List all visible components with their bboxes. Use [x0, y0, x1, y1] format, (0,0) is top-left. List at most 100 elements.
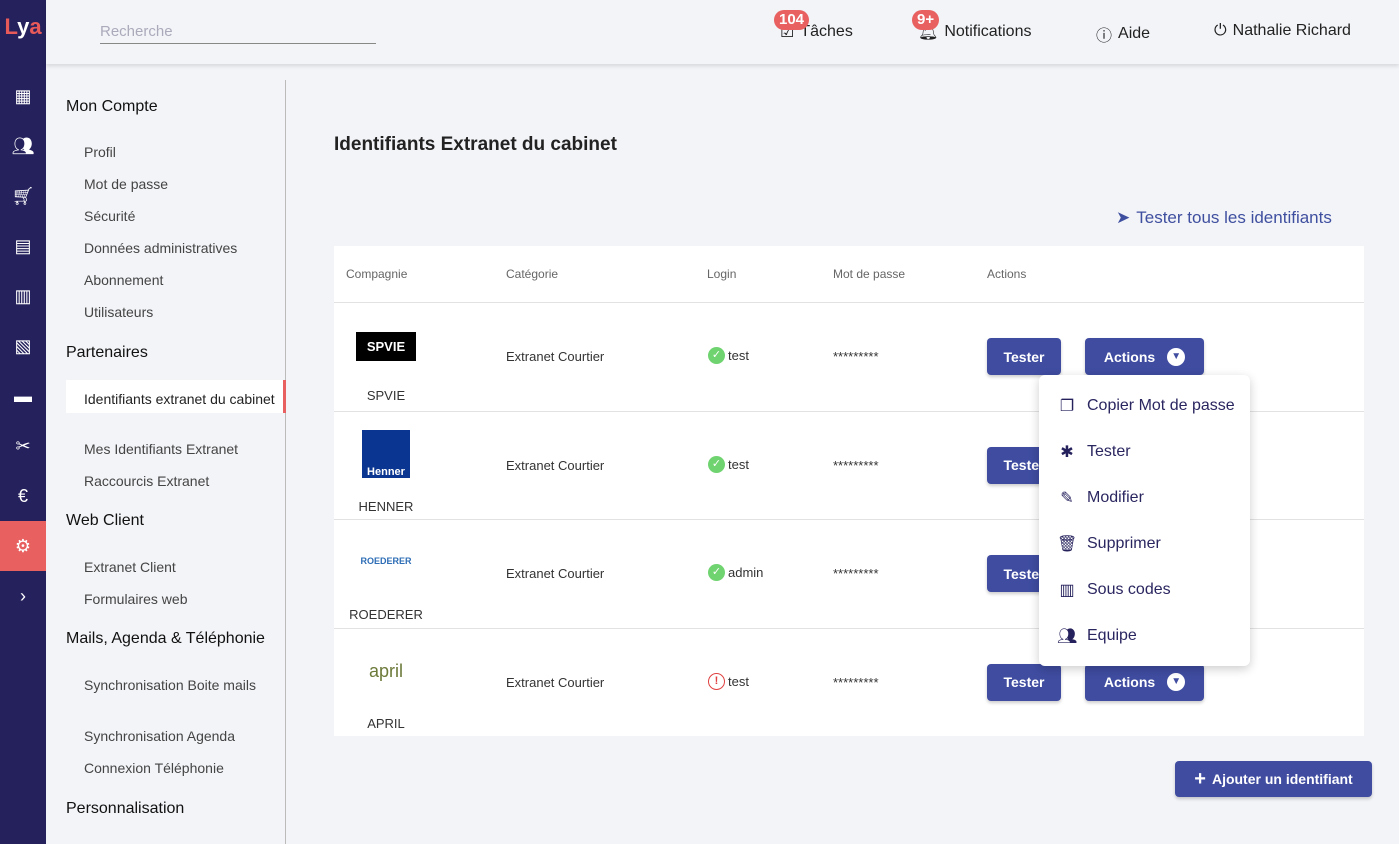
actions-dropdown-menu: ❐ Copier Mot de passe ✱ Tester ✎ Modifier 🗑︎ Su…	[1039, 375, 1250, 666]
chart-icon[interactable]: ▧	[14, 335, 32, 356]
sidebar-item[interactable]: Mot de passe	[84, 176, 169, 192]
bug-icon: ✱	[1060, 444, 1074, 461]
sidebar-item[interactable]: Synchronisation Boite mails	[84, 677, 256, 693]
company-name: HENNER	[358, 498, 414, 514]
copy-icon: ❐	[1059, 398, 1075, 415]
chat-icon[interactable]: ▬	[14, 385, 32, 406]
table-row: APRIL Extranet Courtier! test ********* Test…	[334, 627, 1364, 736]
euro-icon[interactable]: €	[17, 485, 28, 506]
notifications-badge: 9+	[912, 10, 940, 30]
chevron-down-icon: ▼	[1167, 673, 1186, 691]
user-name: Nathalie Richard	[1232, 22, 1351, 39]
category: Extranet Courtier	[506, 566, 605, 581]
column-header: Catégorie	[506, 267, 559, 281]
power-icon: ⏻	[1214, 22, 1227, 39]
menu-item-label: Copier Mot de passe	[1087, 397, 1235, 414]
sidebar-item[interactable]: Utilisateurs	[84, 304, 154, 320]
login: ✓ test	[708, 455, 749, 473]
dashboard-icon[interactable]: ▦	[14, 85, 32, 106]
check-circle-icon: ✓	[708, 455, 725, 473]
settings-sidebar: Mon Compte Profil Mot de passe Sécurité Donn…	[46, 80, 286, 844]
error-circle-icon: !	[708, 672, 725, 690]
document-icon[interactable]: ▤	[14, 235, 32, 256]
sidebar-item[interactable]: Extranet Client	[84, 559, 176, 575]
menu-item-group[interactable]: 👥︎ Equipe	[1039, 613, 1250, 659]
group-icon: 👥︎	[1057, 628, 1078, 645]
menu-item-pencil[interactable]: ✎ Modifier	[1039, 475, 1250, 521]
user-logout-button[interactable]: ⏻ Nathalie Richard	[1214, 22, 1351, 40]
sidebar-item[interactable]: Sécurité	[84, 208, 136, 224]
app-logo[interactable]: Lya	[4, 14, 42, 39]
password-masked: *********	[833, 457, 879, 473]
sidebar-item[interactable]: Données administratives	[84, 240, 238, 256]
chevron-right-icon[interactable]: ›	[20, 585, 26, 606]
test-all-button[interactable]: ➤ Tester tous les identifiants	[1116, 208, 1332, 228]
login-value: test	[728, 456, 749, 472]
help-label: Aide	[1118, 25, 1151, 42]
help-button[interactable]: ⓘ Aide	[1096, 22, 1150, 46]
menu-item-label: Equipe	[1087, 627, 1137, 644]
cart-icon[interactable]: 🛒︎	[11, 185, 35, 206]
tools-icon[interactable]: ✂	[15, 435, 31, 456]
notifications-button[interactable]: 🔔︎ Notifications 9+	[912, 10, 1032, 42]
sidebar-item[interactable]: Raccourcis Extranet	[84, 473, 210, 489]
tasks-button[interactable]: ☑ Tâches 104	[774, 10, 853, 42]
test-button[interactable]: Tester	[987, 338, 1061, 375]
company-name: ROEDERER	[349, 607, 423, 622]
menu-item-label: Supprimer	[1087, 535, 1161, 552]
password-masked: *********	[833, 674, 879, 690]
sidebar-item[interactable]: Identifiants extranet du cabinet	[66, 380, 286, 413]
table-row: SPVIE Extranet Courtier ✓ test ********* Test…	[334, 302, 1364, 410]
password-masked: *********	[833, 349, 879, 364]
tasks-badge: 104	[774, 10, 810, 30]
store-icon[interactable]: ▥	[14, 285, 32, 306]
page-title: Identifiants Extranet du cabinet	[334, 134, 617, 155]
company-name: SPVIE	[366, 388, 406, 403]
tasks-label: Tâches	[800, 23, 853, 40]
menu-item-bug[interactable]: ✱ Tester	[1039, 429, 1250, 475]
sidebar-item[interactable]: Connexion Téléphonie	[84, 760, 224, 776]
login-value: test	[728, 673, 749, 689]
company-logo: Henner	[362, 430, 410, 478]
sidebar-item[interactable]: Synchronisation Agenda	[84, 728, 235, 744]
sidebar-item[interactable]: Profil	[84, 144, 116, 160]
company-logo: SPVIE	[356, 332, 416, 361]
actions-button[interactable]: Actions ▼	[1085, 663, 1204, 701]
column-header: Login	[707, 267, 737, 281]
gear-icon[interactable]: ⚙	[0, 521, 46, 571]
menu-item-copy[interactable]: ❐ Copier Mot de passe	[1039, 383, 1250, 429]
sidebar-item[interactable]: Abonnement	[84, 272, 164, 288]
chevron-down-icon: ▼	[1167, 347, 1186, 366]
add-credential-button[interactable]: + Ajouter un identifiant	[1175, 761, 1372, 797]
menu-item-label: Tester	[1087, 443, 1131, 460]
company-name: APRIL	[367, 715, 405, 731]
login: ✓ admin	[708, 564, 763, 581]
search-input[interactable]	[100, 20, 376, 44]
column-header: Actions	[987, 267, 1027, 281]
menu-item-trash[interactable]: 🗑︎ Supprimer	[1039, 521, 1250, 567]
actions-label: Actions	[1103, 348, 1156, 365]
sidebar-item[interactable]: Formulaires web	[84, 591, 188, 607]
login: ! test	[708, 672, 749, 690]
column-header: Mot de passe	[833, 267, 906, 281]
send-icon: ➤	[1116, 208, 1131, 227]
company-logo: april	[356, 646, 416, 696]
notifications-label: Notifications	[944, 23, 1032, 40]
password-masked: *********	[833, 566, 879, 581]
plus-icon: +	[1194, 767, 1206, 790]
sidebar-item[interactable]: Mes Identifiants Extranet	[84, 441, 239, 457]
test-button[interactable]: Tester	[987, 663, 1061, 701]
check-circle-icon: ✓	[708, 347, 725, 364]
sidebar-section-title: Mon Compte	[66, 98, 158, 115]
login-value: admin	[728, 565, 764, 580]
login-value: test	[728, 348, 749, 363]
company-logo: ROEDERER	[360, 556, 412, 566]
menu-item-building[interactable]: ▥ Sous codes	[1039, 567, 1250, 613]
menu-item-label: Modifier	[1087, 489, 1144, 506]
people-icon[interactable]: 👥︎	[11, 135, 35, 156]
actions-label: Actions	[1103, 674, 1156, 690]
sidebar-section-title: Partenaires	[66, 344, 148, 361]
category: Extranet Courtier	[506, 674, 605, 690]
actions-button[interactable]: Actions ▼	[1085, 338, 1204, 375]
